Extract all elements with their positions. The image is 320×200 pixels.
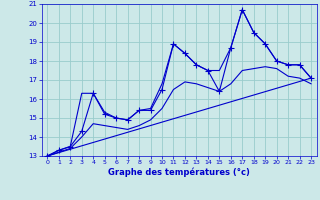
- X-axis label: Graphe des températures (°c): Graphe des températures (°c): [108, 168, 250, 177]
